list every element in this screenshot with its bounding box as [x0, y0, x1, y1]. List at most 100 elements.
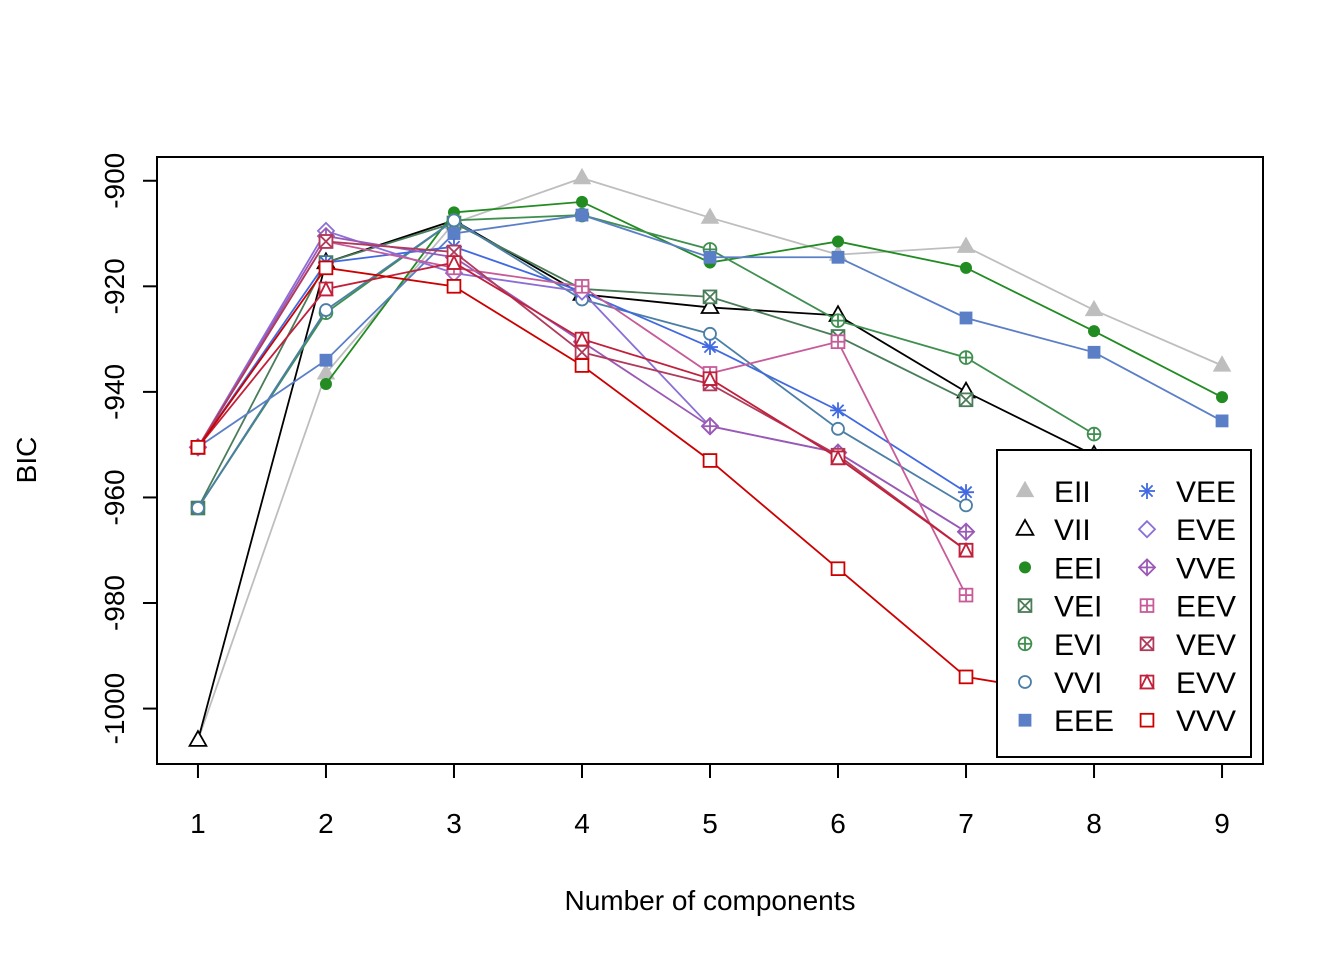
legend-label: EVI [1054, 629, 1102, 662]
data-point [702, 453, 718, 468]
y-tick-label: -920 [99, 258, 130, 314]
legend-item-vve: VVE [1137, 552, 1236, 585]
data-point [318, 234, 334, 249]
x-tick-label: 8 [1086, 808, 1102, 839]
legend-marker [1139, 483, 1155, 499]
data-point [702, 339, 718, 356]
data-point [958, 392, 974, 408]
data-point [702, 289, 718, 305]
data-point [958, 350, 974, 365]
data-point [575, 208, 589, 222]
legend-item-vii: VII [1015, 514, 1091, 547]
data-point [1086, 426, 1102, 442]
data-point [446, 254, 462, 270]
legend-item-vee: VEE [1139, 476, 1236, 509]
legend-item-eee: EEE [1018, 705, 1114, 738]
legend-marker [1017, 636, 1033, 652]
legend-box [996, 449, 1252, 758]
data-point [574, 279, 590, 294]
data-point [958, 484, 975, 501]
y-tick-label: -900 [99, 153, 130, 209]
legend-marker [1139, 673, 1155, 690]
legend-label: VEV [1176, 629, 1236, 662]
data-point [188, 729, 208, 747]
legend-item-evv: EVV [1139, 667, 1236, 700]
data-point [830, 402, 847, 419]
data-point [700, 416, 720, 436]
legend-item-evi: EVI [1017, 629, 1102, 662]
series-line [197, 214, 1095, 509]
x-tick-label: 3 [446, 808, 462, 839]
data-point [1216, 391, 1229, 404]
data-point [318, 260, 334, 276]
legend-label: EVE [1176, 514, 1236, 547]
data-point [318, 280, 334, 297]
x-tick-label: 2 [318, 808, 334, 839]
data-point [958, 541, 974, 558]
y-tick-label: -1000 [99, 673, 130, 745]
series-line [325, 200, 1223, 398]
legend-marker [1018, 675, 1032, 689]
data-point [832, 235, 845, 248]
data-point [191, 501, 205, 515]
data-point [958, 669, 974, 685]
data-point [1088, 325, 1101, 338]
data-point [572, 167, 592, 185]
data-point [959, 311, 973, 325]
data-point [319, 377, 332, 390]
x-tick-label: 7 [958, 808, 974, 839]
data-point [319, 353, 333, 367]
x-tick-label: 9 [1214, 808, 1230, 839]
series-eee [191, 208, 1229, 454]
data-point [700, 296, 720, 314]
series-eev [190, 234, 974, 603]
legend-item-vei: VEI [1017, 591, 1102, 624]
series-layer [188, 167, 1232, 747]
legend-item-eei: EEI [1019, 552, 1102, 585]
legend-label: EEE [1054, 705, 1114, 738]
legend-label: EVV [1176, 667, 1236, 700]
legend-item-eev: EEV [1139, 591, 1236, 624]
legend-marker [1139, 598, 1155, 613]
data-point [700, 207, 720, 224]
legend-item-vvv: VVV [1139, 705, 1236, 738]
y-tick-label: -940 [99, 364, 130, 420]
legend-marker [1137, 558, 1157, 577]
data-point [831, 250, 845, 264]
data-point [956, 522, 976, 542]
data-point [960, 261, 973, 274]
data-point [1212, 355, 1232, 372]
legend-label: VVI [1054, 667, 1102, 700]
series-vvv [190, 260, 1102, 706]
data-point [702, 370, 718, 386]
y-axis-label: BIC [11, 437, 42, 484]
legend-item-vvi: VVI [1018, 667, 1102, 700]
data-point [446, 279, 462, 294]
series-vve [188, 226, 976, 542]
legend-marker [1018, 713, 1032, 727]
data-point [830, 561, 846, 577]
data-point [958, 587, 974, 603]
data-point [1215, 414, 1229, 428]
data-point [447, 213, 461, 228]
series-line [197, 229, 967, 533]
legend: EII VII EEI VEI EVI VVI EEE VEE EVE VVE EEV VEV EVV V… [996, 449, 1252, 758]
legend-item-eve: EVE [1137, 514, 1236, 547]
data-point [959, 498, 973, 513]
legend-label: EEV [1176, 591, 1236, 624]
legend-item-vev: VEV [1139, 629, 1236, 662]
legend-label: VEI [1054, 591, 1102, 624]
data-point [830, 334, 846, 350]
data-point [956, 236, 976, 253]
legend-marker [1139, 636, 1155, 652]
legend-item-eii: EII [1015, 476, 1091, 509]
data-point [703, 326, 717, 341]
data-point [831, 421, 845, 436]
data-point [1087, 345, 1101, 359]
legend-label: VEE [1176, 476, 1236, 509]
x-tick-label: 6 [830, 808, 846, 839]
legend-marker [1015, 480, 1035, 498]
x-tick-label: 1 [190, 808, 206, 839]
data-point [703, 250, 717, 264]
